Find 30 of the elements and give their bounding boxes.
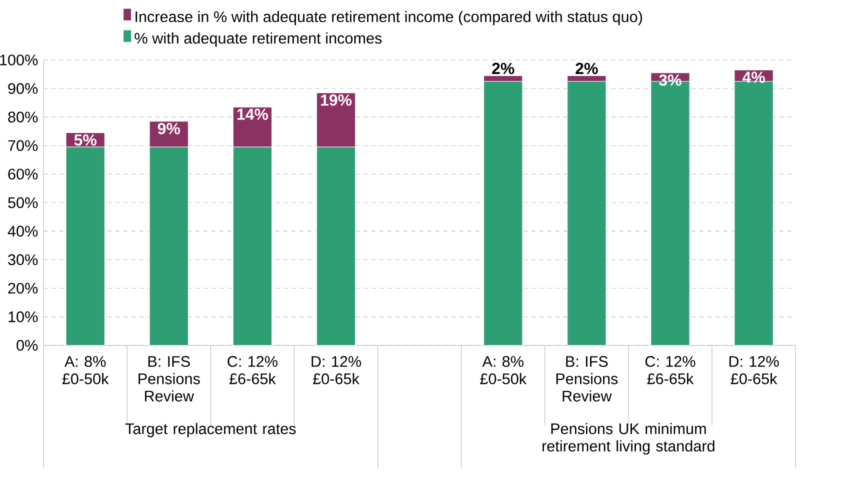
data-label: 2% [576, 62, 598, 74]
legend-label: % with adequate retirement incomes [134, 32, 382, 47]
x-tick-label: D: 12% £0-65k [729, 356, 779, 384]
x-tick-label: A: 8% £0-50k [62, 356, 109, 384]
x-tick-label: A: 8% £0-50k [480, 356, 527, 384]
y-tick-label: 0% [16, 340, 38, 351]
data-label: 4% [742, 72, 765, 83]
y-tick-label: 20% [8, 282, 38, 294]
legend-label: Increase in % with adequate retirement income (compared with status quo) [136, 10, 642, 26]
data-label: 2% [492, 62, 514, 74]
y-tick-label: 100% [0, 54, 38, 66]
x-tick-label: C: 12% £6-65k [645, 356, 696, 384]
x-tick-label: C: 12% £6-65k [228, 356, 278, 384]
y-tick-label: 70% [8, 140, 38, 152]
y-tick-label: 90% [8, 83, 38, 94]
data-label: 14% [237, 108, 268, 120]
text: Pensions UK minimum retirement living standard [542, 422, 714, 455]
x-tick-label: D: 12% £0-65k [312, 356, 362, 384]
y-tick-label: 60% [8, 168, 38, 180]
data-label: 19% [320, 94, 352, 106]
text: Target replacement rates [125, 422, 296, 438]
y-tick-label: 50% [8, 197, 38, 208]
y-tick-label: 10% [8, 311, 38, 322]
x-tick-label: B: IFS Pensions Review [556, 356, 618, 402]
y-tick-label: 80% [8, 112, 38, 122]
y-tick-label: 30% [8, 254, 38, 266]
data-label: 5% [74, 134, 96, 146]
y-tick-label: 40% [8, 226, 38, 237]
x-tick-label: B: IFS Pensions Review [138, 356, 200, 402]
data-label: 9% [158, 122, 180, 134]
